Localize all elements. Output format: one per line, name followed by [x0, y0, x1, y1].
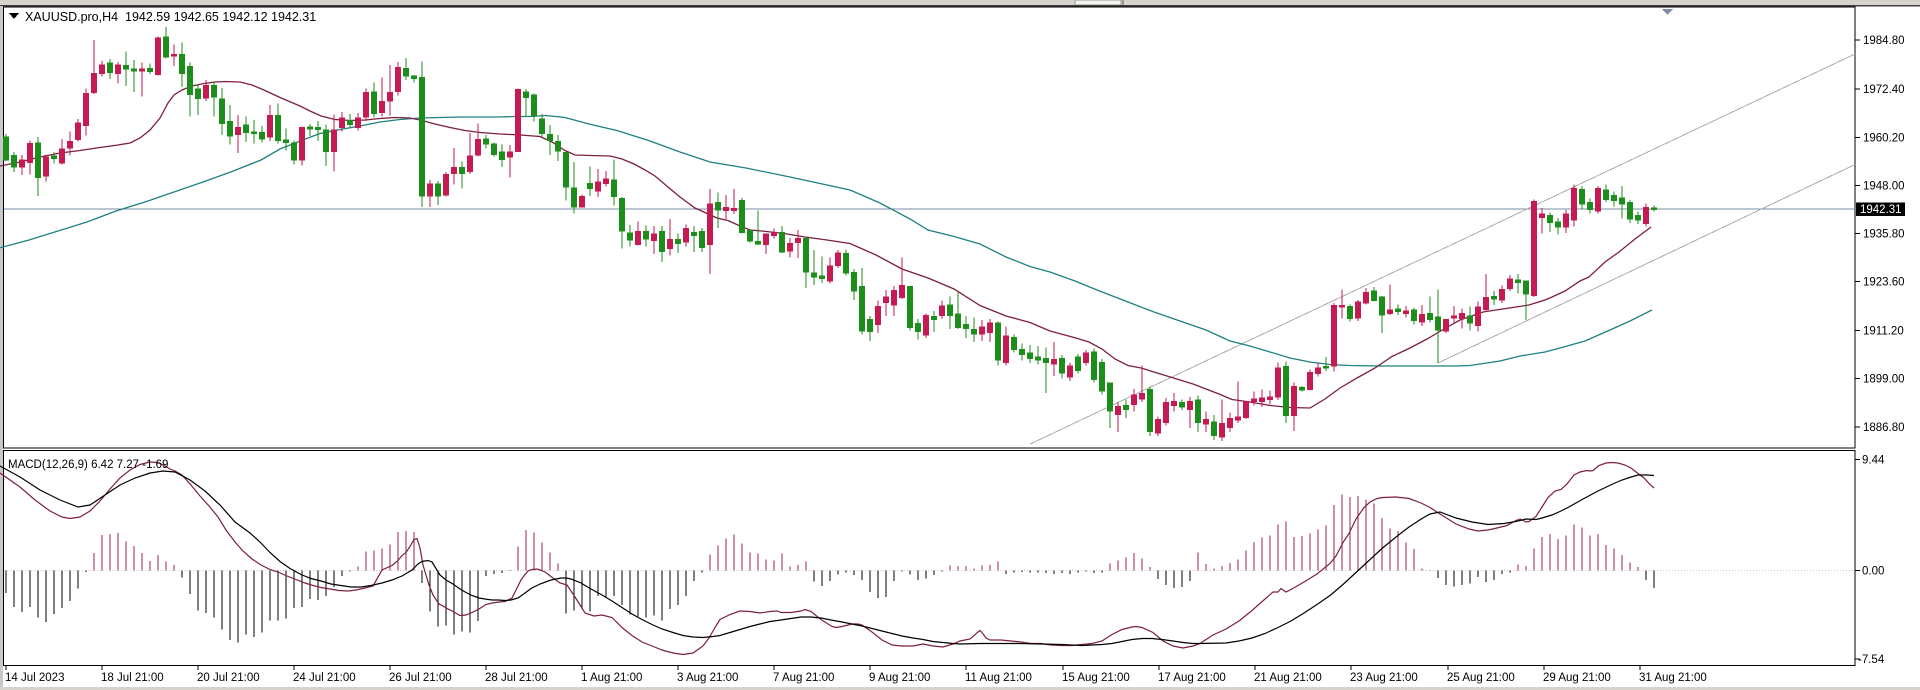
svg-text:-7.54: -7.54: [1858, 654, 1885, 666]
svg-text:1984.80: 1984.80: [1863, 35, 1905, 47]
svg-text:1935.80: 1935.80: [1863, 229, 1905, 241]
svg-text:29 Aug 21:00: 29 Aug 21:00: [1543, 672, 1611, 684]
svg-text:XAUUSD.pro,H4 1942.59 1942.65: XAUUSD.pro,H4 1942.59 1942.65 1942.12 19…: [25, 10, 316, 24]
svg-text:1886.80: 1886.80: [1863, 422, 1905, 434]
svg-text:0.00: 0.00: [1862, 565, 1884, 577]
svg-text:11 Aug 21:00: 11 Aug 21:00: [965, 672, 1032, 684]
svg-text:1899.00: 1899.00: [1863, 374, 1905, 386]
svg-text:25 Aug 21:00: 25 Aug 21:00: [1447, 672, 1515, 684]
svg-text:24 Jul 21:00: 24 Jul 21:00: [293, 672, 356, 684]
svg-text:23 Aug 21:00: 23 Aug 21:00: [1350, 672, 1418, 684]
svg-text:1948.00: 1948.00: [1863, 181, 1905, 193]
svg-text:28 Jul 21:00: 28 Jul 21:00: [485, 672, 548, 684]
svg-text:1942.31: 1942.31: [1860, 204, 1902, 216]
svg-text:1 Aug 21:00: 1 Aug 21:00: [581, 672, 642, 684]
svg-text:9 Aug 21:00: 9 Aug 21:00: [869, 672, 930, 684]
svg-text:20 Jul 21:00: 20 Jul 21:00: [197, 672, 260, 684]
svg-text:15 Aug 21:00: 15 Aug 21:00: [1062, 672, 1130, 684]
svg-text:1960.20: 1960.20: [1863, 133, 1905, 145]
svg-text:1911.20: 1911.20: [1863, 326, 1904, 338]
svg-text:14 Jul 2023: 14 Jul 2023: [5, 672, 64, 684]
svg-text:26 Jul 21:00: 26 Jul 21:00: [389, 672, 452, 684]
svg-text:21 Aug 21:00: 21 Aug 21:00: [1254, 672, 1322, 684]
svg-text:18 Jul 21:00: 18 Jul 21:00: [101, 672, 164, 684]
svg-text:3 Aug 21:00: 3 Aug 21:00: [677, 672, 738, 684]
svg-text:1972.40: 1972.40: [1863, 84, 1905, 96]
svg-text:MACD(12,26,9) 6.42 7.27 -1.69: MACD(12,26,9) 6.42 7.27 -1.69: [8, 459, 168, 471]
svg-text:31 Aug 21:00: 31 Aug 21:00: [1639, 672, 1707, 684]
svg-text:1923.60: 1923.60: [1863, 277, 1905, 289]
svg-text:17 Aug 21:00: 17 Aug 21:00: [1158, 672, 1226, 684]
svg-text:9.44: 9.44: [1862, 455, 1885, 467]
svg-text:7 Aug 21:00: 7 Aug 21:00: [773, 672, 834, 684]
